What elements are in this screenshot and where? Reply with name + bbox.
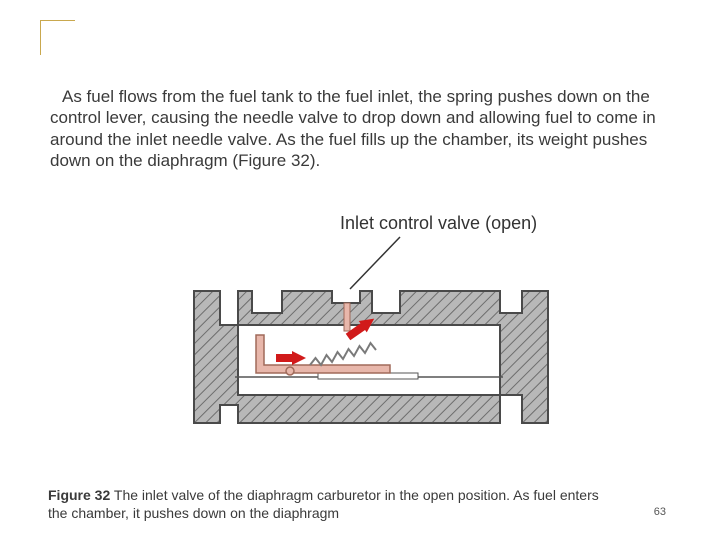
figure-inlet-valve-diagram: Inlet control valve (open) bbox=[150, 195, 570, 455]
slide-corner-ornament bbox=[40, 20, 75, 55]
figure-caption-text: The inlet valve of the diaphragm carbure… bbox=[48, 487, 599, 521]
figure-caption: Figure 32 The inlet valve of the diaphra… bbox=[48, 486, 608, 522]
svg-text:Inlet control valve (open): Inlet control valve (open) bbox=[340, 213, 537, 233]
page-number: 63 bbox=[654, 506, 666, 518]
diagram-svg: Inlet control valve (open) bbox=[150, 195, 570, 455]
body-paragraph-text: As fuel flows from the fuel tank to the … bbox=[50, 87, 656, 170]
figure-caption-bold: Figure 32 bbox=[48, 487, 110, 503]
body-paragraph: As fuel flows from the fuel tank to the … bbox=[50, 86, 670, 171]
